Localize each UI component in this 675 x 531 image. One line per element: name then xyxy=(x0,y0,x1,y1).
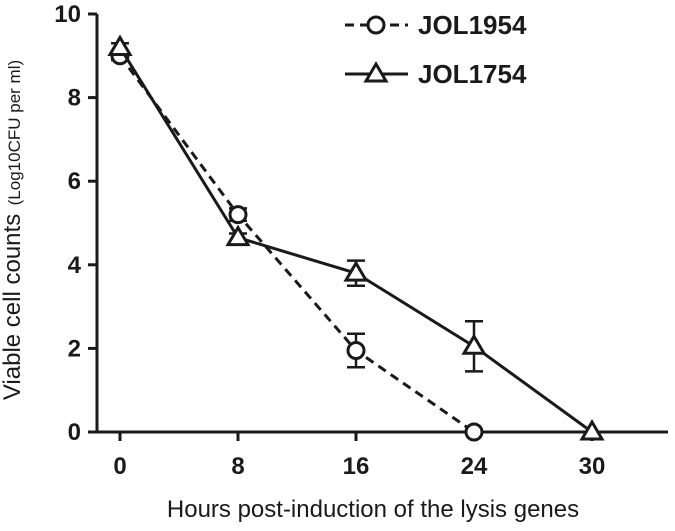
y-axis-title: Viable cell counts (Log10CFU per ml) xyxy=(0,60,26,400)
jol1754-line xyxy=(118,46,593,434)
x-tick-label: 0 xyxy=(113,453,126,480)
jol1954-point xyxy=(346,340,366,360)
legend-jol1754-marker xyxy=(363,61,389,83)
y-axis-label: Viable cell counts xyxy=(0,214,26,400)
y-tick-label: 6 xyxy=(68,168,81,195)
jol1954-point xyxy=(464,422,484,442)
legend-jol1954-marker xyxy=(366,15,386,35)
jol1754-point xyxy=(107,34,133,56)
jol1754-point xyxy=(225,224,251,247)
legend-jol1754-label: JOL1754 xyxy=(418,59,527,89)
x-tick-label: 24 xyxy=(461,453,488,480)
y-tick-label: 0 xyxy=(68,419,81,446)
y-tick-label: 4 xyxy=(68,252,82,279)
x-axis-label: Hours post-induction of the lysis genes xyxy=(167,496,579,523)
jol1754-point xyxy=(343,260,369,282)
jol1754-point xyxy=(461,333,487,355)
legend-jol1954-label: JOL1954 xyxy=(418,10,527,40)
jol1754-point xyxy=(579,419,605,441)
x-tick-label: 30 xyxy=(579,453,606,480)
y-tick-label: 10 xyxy=(54,1,81,28)
jol1954-point xyxy=(228,205,248,225)
svg-text:Viable cell counts (Log1: Viable cell counts (Log10CFU per ml) xyxy=(0,60,26,400)
jol1954-line xyxy=(118,54,475,434)
y-tick-label: 2 xyxy=(68,335,81,362)
x-tick-label: 16 xyxy=(343,453,370,480)
y-axis-unit: (Log10CFU per ml) xyxy=(5,60,24,206)
x-tick-label: 8 xyxy=(231,453,244,480)
y-tick-label: 8 xyxy=(68,85,81,112)
